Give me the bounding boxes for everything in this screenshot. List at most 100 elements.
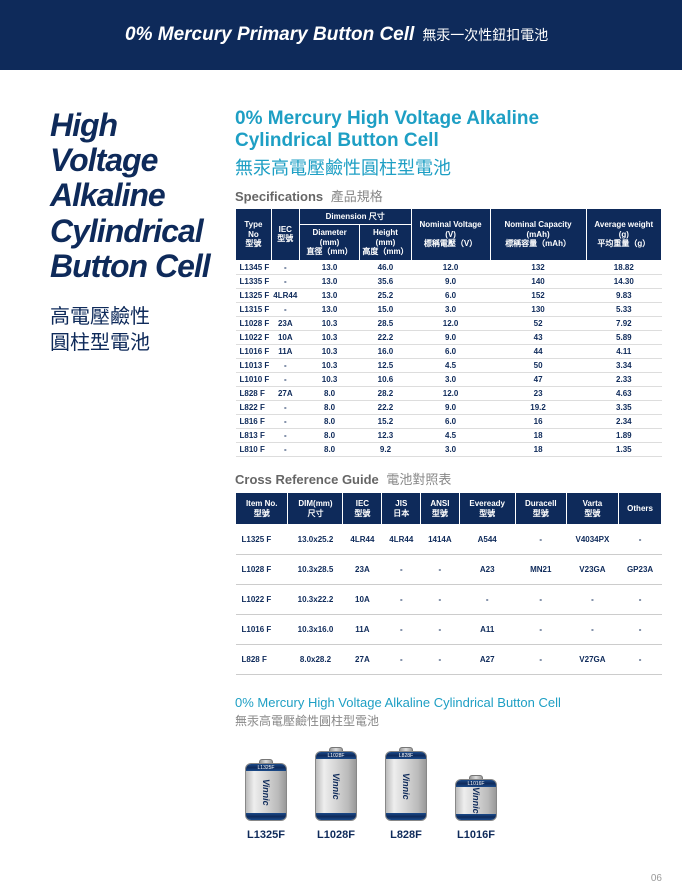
right-title-line2: Cylindrical Button Cell: [235, 130, 662, 152]
cross-cell: L1022 F: [236, 585, 288, 615]
spec-row: L1022 F10A10.322.29.0435.89: [236, 331, 662, 345]
cross-cell: -: [619, 585, 662, 615]
spec-cell: 9.2: [360, 443, 411, 457]
spec-cell: 23A: [271, 317, 299, 331]
cross-cell: -: [421, 645, 459, 675]
spec-cell: 16.0: [360, 345, 411, 359]
cross-th: IEC型號: [343, 493, 382, 525]
spec-cell: 15.0: [360, 303, 411, 317]
cross-cell: 10A: [343, 585, 382, 615]
spec-cell: 11A: [271, 345, 299, 359]
spec-cell: 52: [490, 317, 586, 331]
th-nc: Nominal Capacity (mAh)標稱容量（mAh）: [490, 208, 586, 260]
spec-cell: 9.83: [586, 289, 661, 303]
spec-row: L1335 F-13.035.69.014014.30: [236, 275, 662, 289]
spec-cell: 27A: [271, 387, 299, 401]
battery-name: L828F: [390, 829, 422, 841]
spec-cell: 18: [490, 443, 586, 457]
spec-cell: 50: [490, 359, 586, 373]
spec-cell: -: [271, 275, 299, 289]
spec-cell: 10.3: [299, 373, 360, 387]
spec-cell: 13.0: [299, 289, 360, 303]
spec-row: L1345 F-13.046.012.013218.82: [236, 261, 662, 275]
battery-name: L1325F: [247, 829, 285, 841]
spec-cell: 10.6: [360, 373, 411, 387]
cross-th: JIS日本: [382, 493, 421, 525]
cross-cell: GP23A: [619, 555, 662, 585]
spec-cell: 13.0: [299, 261, 360, 275]
battery-body: L1028F Vinnic: [315, 751, 357, 821]
spec-cell: 10A: [271, 331, 299, 345]
spec-cell: -: [271, 303, 299, 317]
spec-cell: 1.89: [586, 429, 661, 443]
spec-cell: 12.0: [411, 387, 490, 401]
battery-ring-bot: [246, 813, 286, 820]
cross-cell: -: [421, 555, 459, 585]
spec-cell: 3.35: [586, 401, 661, 415]
cross-cell: L1016 F: [236, 615, 288, 645]
spec-cell: 3.0: [411, 303, 490, 317]
spec-cell: 18: [490, 429, 586, 443]
spec-cell: 4.63: [586, 387, 661, 401]
battery-body: L1325F Vinnic: [245, 763, 287, 821]
header-title-en: 0% Mercury Primary Button Cell: [125, 24, 414, 46]
cross-cell: MN21: [515, 555, 566, 585]
battery-ring-top: L828F: [386, 752, 426, 759]
spec-cell: -: [271, 415, 299, 429]
spec-cell: 3.0: [411, 443, 490, 457]
cross-row: L828 F8.0x28.227A--A27-V27GA-: [236, 645, 662, 675]
battery-body: L828F Vinnic: [385, 751, 427, 821]
spec-cell: 2.34: [586, 415, 661, 429]
spec-cell: 3.0: [411, 373, 490, 387]
battery-brand: Vinnic: [386, 759, 426, 813]
left-title-line: Alkaline: [50, 178, 230, 213]
cross-cell: 27A: [343, 645, 382, 675]
spec-cell: 23: [490, 387, 586, 401]
cross-th: DIM(mm)尺寸: [288, 493, 343, 525]
cross-cell: -: [515, 615, 566, 645]
spec-cell: 3.34: [586, 359, 661, 373]
spec-cell: 8.0: [299, 401, 360, 415]
cross-cell: -: [421, 615, 459, 645]
cross-cell: -: [421, 585, 459, 615]
spec-cell: 8.0: [299, 443, 360, 457]
left-title-line: Button Cell: [50, 249, 230, 284]
spec-cell: 6.0: [411, 289, 490, 303]
battery-ring-top: L1016F: [456, 780, 496, 787]
spec-cell: 4.11: [586, 345, 661, 359]
left-title-line: High Voltage: [50, 108, 230, 178]
spec-cell: 28.2: [360, 387, 411, 401]
cross-cell: L828 F: [236, 645, 288, 675]
cross-cell: A544: [459, 525, 515, 555]
spec-cell: 10.3: [299, 345, 360, 359]
header-band: 0% Mercury Primary Button Cell 無汞一次性鈕扣電池: [0, 0, 682, 70]
spec-cell: 16: [490, 415, 586, 429]
spec-cell: 10.3: [299, 331, 360, 345]
right-title-en: 0% Mercury High Voltage Alkaline Cylindr…: [235, 108, 662, 152]
spec-cell: L1013 F: [236, 359, 272, 373]
cross-cell: -: [566, 585, 619, 615]
spec-cell: 7.92: [586, 317, 661, 331]
spec-cell: 12.3: [360, 429, 411, 443]
battery-item: L1028F Vinnic L1028F: [315, 747, 357, 841]
cross-row: L1016 F10.3x16.011A--A11---: [236, 615, 662, 645]
spec-cell: 47: [490, 373, 586, 387]
left-column: High VoltageAlkalineCylindricalButton Ce…: [50, 108, 230, 841]
spec-cell: 13.0: [299, 303, 360, 317]
battery-ring-bot: [456, 814, 496, 820]
cross-table: Item No.型號DIM(mm)尺寸IEC型號JIS日本ANSI型號Evere…: [235, 492, 662, 675]
spec-cell: 6.0: [411, 415, 490, 429]
spec-cell: 15.2: [360, 415, 411, 429]
spec-cell: L1028 F: [236, 317, 272, 331]
left-chinese: 高電壓鹼性圓柱型電池: [50, 304, 230, 356]
spec-cell: L1010 F: [236, 373, 272, 387]
spec-row: L822 F-8.022.29.019.23.35: [236, 401, 662, 415]
cross-heading: Cross Reference Guide 電池對照表: [235, 469, 662, 488]
cross-cell: 13.0x25.2: [288, 525, 343, 555]
spec-cell: 43: [490, 331, 586, 345]
spec-cell: 46.0: [360, 261, 411, 275]
cross-th: Duracell型號: [515, 493, 566, 525]
battery-ring-top: L1325F: [246, 764, 286, 771]
spec-cell: 6.0: [411, 345, 490, 359]
cross-th: Item No.型號: [236, 493, 288, 525]
